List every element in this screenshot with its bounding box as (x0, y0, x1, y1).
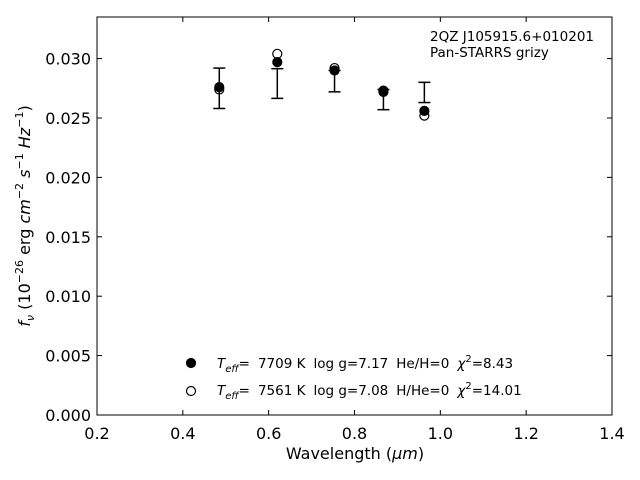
legend-marker-filled (185, 357, 197, 369)
y-tick-label: 0.015 (45, 228, 91, 247)
y-axis-title: fν (10−26 erg cm−2 s−1 Hz−1) (13, 105, 37, 326)
x-tick-label: 0.6 (256, 424, 281, 443)
x-axis-ticks: 0.2 0.4 0.6 0.8 1.0 1.2 1.4 (84, 17, 625, 443)
y-tick-label: 0.020 (45, 168, 91, 187)
x-axis-title: Wavelength (μm) (286, 444, 424, 463)
survey-name: Pan-STARRS grizy (430, 45, 549, 61)
object-name: 2QZ J105915.6+010201 (430, 29, 594, 45)
y-tick-label: 0.010 (45, 287, 91, 306)
y-tick-label: 0.000 (45, 406, 91, 425)
data-point-filled (272, 57, 283, 68)
y-tick-label: 0.030 (45, 50, 91, 69)
y-axis-ticks: 0.000 0.005 0.010 0.015 0.020 0.025 0.030 (45, 50, 612, 425)
data-point-open (272, 48, 283, 59)
y-tick-label: 0.005 (45, 347, 91, 366)
data-point-open (329, 62, 340, 74)
x-tick-label: 1.2 (513, 424, 538, 443)
data-point-open (378, 85, 389, 96)
data-point-open (419, 110, 430, 121)
model-markers (214, 48, 430, 121)
data-point-open (214, 84, 225, 95)
plot-area (96, 16, 613, 416)
y-tick-label: 0.025 (45, 109, 91, 128)
x-tick-label: 0.4 (170, 424, 195, 443)
x-tick-label: 1.4 (599, 424, 624, 443)
x-tick-label: 1.0 (428, 424, 453, 443)
x-tick-label: 0.2 (84, 424, 109, 443)
legend-marker-open (185, 385, 197, 397)
x-tick-label: 0.8 (342, 424, 367, 443)
